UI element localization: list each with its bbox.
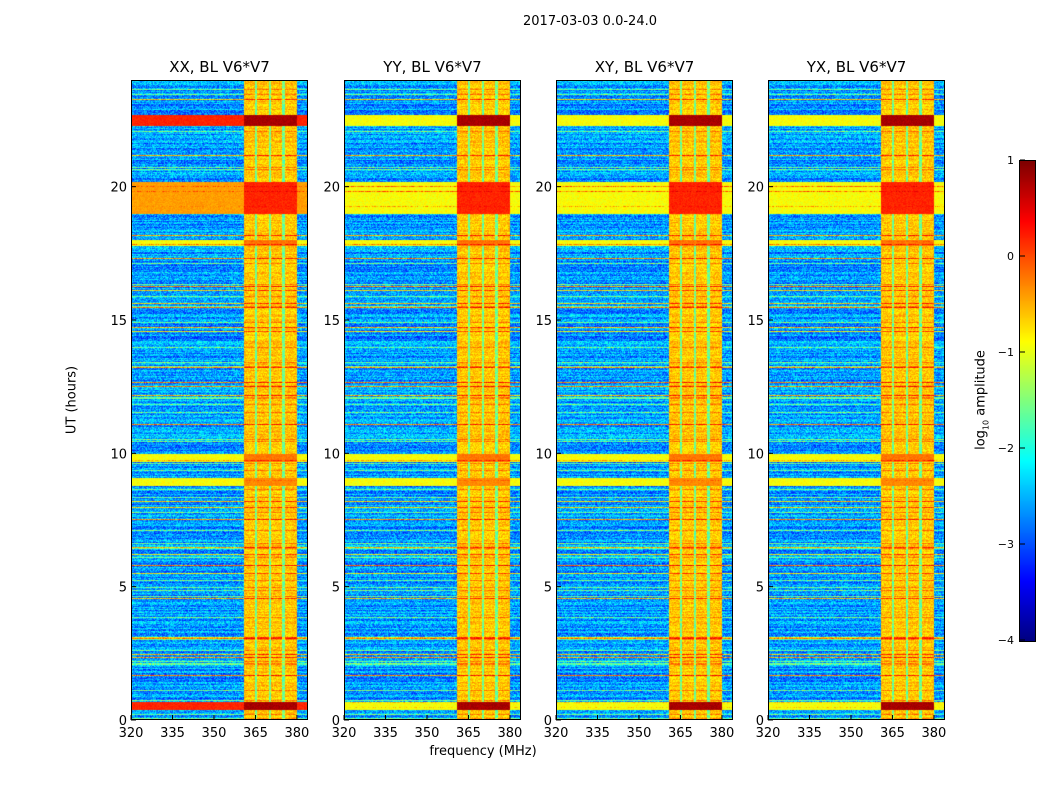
heatmap-image	[344, 80, 521, 720]
heatmap-image	[131, 80, 308, 720]
colorbar-label: log10 amplitude	[973, 350, 991, 450]
x-tick-label: 365	[668, 726, 693, 741]
y-tick-label: 5	[332, 581, 340, 596]
colorbar-tick-label: 1	[1007, 154, 1014, 167]
colorbar-ticks: 1 0 −1 −2 −3 −4	[998, 154, 1025, 647]
y-tick-label: 15	[110, 314, 127, 329]
x-tick-label: 365	[243, 726, 268, 741]
x-tick-label: 335	[797, 726, 822, 741]
x-tick-label: 350	[839, 726, 864, 741]
x-tick-label: 365	[880, 726, 905, 741]
y-axis-label: UT (hours)	[64, 365, 80, 435]
y-tick-label: 20	[323, 181, 340, 196]
y-tick-label: 5	[756, 581, 764, 596]
colorbar-tick-label: −2	[998, 442, 1014, 455]
heatmap-image	[556, 80, 733, 720]
axis-ticks: 320 335 350 365 380 0 5 10 15 20	[323, 181, 523, 741]
x-tick-label: 380	[498, 726, 523, 741]
x-tick-label: 335	[373, 726, 398, 741]
panel-title: YX, BL V6*V7	[806, 58, 907, 76]
heatmap-panel-4: YX, BL V6*V7 320 335 350 365 380 0 5 10 15 20	[747, 58, 946, 741]
x-tick-label: 380	[922, 726, 947, 741]
colorbar-tick-label: −4	[998, 634, 1014, 647]
panel-title: YY, BL V6*V7	[383, 58, 482, 76]
y-tick-label: 15	[323, 314, 340, 329]
x-tick-label: 320	[544, 726, 569, 741]
x-tick-label: 335	[585, 726, 610, 741]
y-tick-label: 20	[747, 181, 764, 196]
x-tick-label: 320	[756, 726, 781, 741]
x-tick-label: 350	[627, 726, 652, 741]
x-axis-label: frequency (MHz)	[429, 744, 537, 759]
heatmap-image	[768, 80, 945, 720]
y-tick-label: 10	[535, 447, 552, 462]
figure-title: 2017-03-03 0.0-24.0	[523, 14, 657, 29]
y-tick-label: 5	[119, 581, 127, 596]
x-tick-label: 380	[285, 726, 310, 741]
x-tick-label: 350	[415, 726, 440, 741]
x-tick-label: 320	[332, 726, 357, 741]
x-tick-label: 380	[710, 726, 735, 741]
x-tick-label: 335	[160, 726, 185, 741]
y-tick-label: 0	[544, 714, 552, 729]
colorbar-tick-label: −3	[998, 538, 1014, 551]
y-tick-label: 10	[747, 447, 764, 462]
y-tick-label: 0	[756, 714, 764, 729]
y-tick-label: 5	[544, 581, 552, 596]
y-tick-label: 15	[747, 314, 764, 329]
panel-title: XY, BL V6*V7	[594, 58, 695, 76]
colorbar-tick-label: −1	[998, 346, 1014, 359]
heatmap-panel-2: YY, BL V6*V7 320 335 350 365 380 0 5 10 15 20	[323, 58, 522, 741]
heatmap-panel-1: XX, BL V6*V7 320 335 350 365 380 0 5 10 15 20	[110, 58, 309, 741]
panel-title: XX, BL V6*V7	[169, 58, 270, 76]
y-tick-label: 10	[323, 447, 340, 462]
y-tick-label: 10	[110, 447, 127, 462]
axis-ticks: 320 335 350 365 380 0 5 10 15 20	[535, 181, 735, 741]
x-tick-label: 320	[119, 726, 144, 741]
axis-ticks: 320 335 350 365 380 0 5 10 15 20	[110, 181, 310, 741]
heatmap-panel-3: XY, BL V6*V7 320 335 350 365 380 0 5 10 15 20	[535, 58, 734, 741]
colorbar	[1019, 160, 1036, 642]
y-tick-label: 15	[535, 314, 552, 329]
y-tick-label: 20	[110, 181, 127, 196]
y-tick-label: 0	[119, 714, 127, 729]
x-tick-label: 350	[202, 726, 227, 741]
colorbar-tick-label: 0	[1007, 250, 1014, 263]
x-tick-label: 365	[456, 726, 481, 741]
axis-ticks: 320 335 350 365 380 0 5 10 15 20	[747, 181, 947, 741]
y-tick-label: 0	[332, 714, 340, 729]
y-tick-label: 20	[535, 181, 552, 196]
